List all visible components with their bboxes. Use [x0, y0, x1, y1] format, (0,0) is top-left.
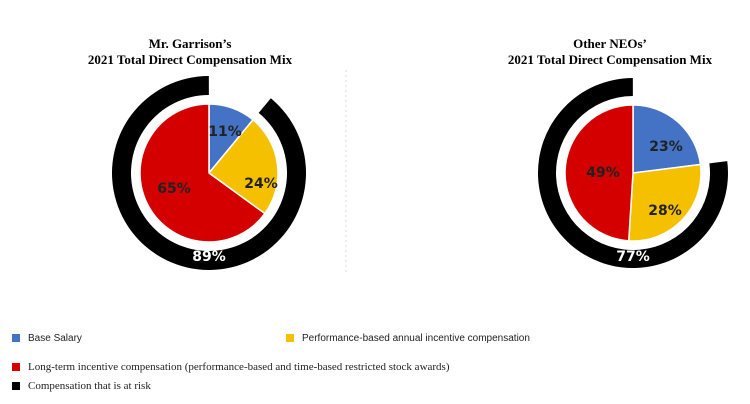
chart-1-title: Mr. Garrison’s 2021 Total Direct Compens… [40, 36, 340, 68]
legend-item-at-risk: Compensation that is at risk [12, 379, 151, 393]
chart-1-title-line1: Mr. Garrison’s [148, 36, 232, 51]
chart-2-slice-long-term [564, 104, 634, 242]
chart-2-title-line2: 2021 Total Direct Compensation Mix [507, 52, 713, 67]
chart-1-label-base: 11% [208, 124, 242, 140]
legend-label-performance: Performance-based annual incentive compe… [302, 332, 530, 344]
legend-swatch-performance [286, 334, 294, 342]
chart-1-at-risk-label: 89% [192, 249, 226, 265]
chart-2-slice-base [632, 104, 702, 174]
chart-2-label-performance: 28% [648, 203, 682, 219]
chart-2-at-risk-label: 77% [616, 249, 650, 265]
chart-2-title: Other NEOs’ 2021 Total Direct Compensati… [460, 36, 750, 68]
chart-2-label-base: 23% [649, 139, 683, 155]
legend-item-long-term: Long-term incentive compensation (perfor… [12, 360, 450, 374]
legend-item-performance: Performance-based annual incentive compe… [286, 331, 530, 345]
legend-label-long-term: Long-term incentive compensation (perfor… [28, 361, 450, 373]
chart-1-slice-performance [207, 118, 279, 215]
legend-item-base-salary: Base Salary [12, 331, 82, 345]
chart-2-slice-performance [627, 163, 702, 242]
chart-2-title-line1: Other NEOs’ [573, 36, 647, 51]
chart-1-slice-long-term [139, 103, 266, 243]
legend-label-at-risk: Compensation that is at risk [28, 380, 151, 392]
chart-2-label-long-term: 49% [586, 165, 620, 181]
legend-swatch-base [12, 334, 20, 342]
chart-1-title-line2: 2021 Total Direct Compensation Mix [87, 52, 293, 67]
chart-1-label-performance: 24% [244, 176, 278, 192]
chart-1-label-long-term: 65% [157, 181, 191, 197]
legend-swatch-at-risk [12, 382, 20, 390]
legend-swatch-long-term [12, 363, 20, 371]
legend-label-base: Base Salary [28, 332, 82, 344]
